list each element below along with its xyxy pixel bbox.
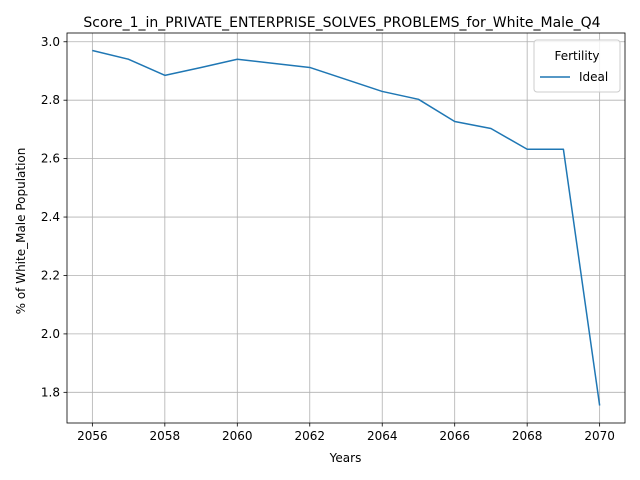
- series-layer: [92, 49, 601, 406]
- x-tick-label: 2070: [584, 429, 615, 443]
- plot-frame: [66, 32, 626, 424]
- x-tick-label: 2056: [77, 429, 108, 443]
- x-tick-label: 2068: [512, 429, 543, 443]
- y-tick-label: 3.0: [41, 35, 60, 49]
- y-tick-label: 2.8: [41, 93, 60, 107]
- x-axis-ticks: 2056 2058 2060 2062 2064 2066 2068 2070: [77, 423, 615, 443]
- y-tick-label: 2.0: [41, 327, 60, 341]
- x-tick-label: 2058: [150, 429, 181, 443]
- y-tick-label: 1.8: [41, 385, 60, 399]
- x-tick-label: 2060: [222, 429, 253, 443]
- legend: Fertility Ideal: [533, 39, 621, 93]
- grid: [67, 33, 625, 423]
- y-axis-label: % of White_Male Population: [14, 148, 28, 315]
- legend-box: [533, 39, 621, 93]
- legend-title: Fertility: [554, 49, 599, 63]
- x-tick-label: 2064: [367, 429, 398, 443]
- y-tick-label: 2.4: [41, 210, 60, 224]
- y-tick-label: 2.2: [41, 268, 60, 282]
- legend-label-ideal: Ideal: [579, 70, 608, 84]
- x-tick-label: 2062: [294, 429, 325, 443]
- x-axis-label: Years: [329, 451, 362, 465]
- y-tick-label: 2.6: [41, 152, 60, 166]
- x-tick-label: 2066: [439, 429, 470, 443]
- y-axis-ticks: 1.8 2.0 2.2 2.4 2.6 2.8 3.0: [41, 35, 67, 399]
- chart-title: Score_1_in_PRIVATE_ENTERPRISE_SOLVES_PRO…: [83, 15, 600, 31]
